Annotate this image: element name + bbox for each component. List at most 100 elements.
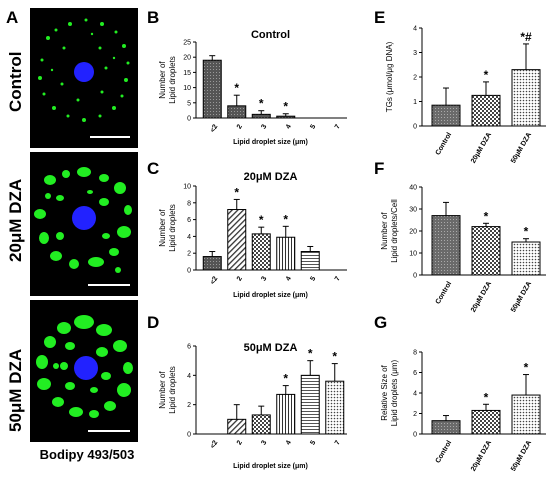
panel-letter-e: E: [374, 8, 386, 27]
chart-d-bar: [276, 393, 296, 435]
chart-f-significance: *: [524, 225, 529, 239]
chart-d-category-label: 5: [309, 439, 317, 446]
chart-c-bar: [227, 209, 247, 271]
chart-c-category-label: 3: [260, 275, 268, 282]
chart-f-ylabel: Lipid droplets/Cell: [390, 199, 399, 263]
panel-letter-f: F: [374, 159, 385, 178]
chart-g-ylabel: Relative Size of: [380, 364, 389, 420]
chart-d-title: 50μM DZA: [244, 342, 298, 354]
chart-b-significance: *: [234, 81, 239, 95]
chart-b-ytick-label: 0: [187, 116, 191, 123]
chart-c-ytick-label: 0: [187, 268, 191, 275]
chart-b-significance: *: [283, 100, 288, 114]
chart-d-category-label: 3: [260, 439, 268, 446]
chart-f-category-label: Control: [435, 280, 454, 305]
chart-e-ylabel: TGs (μmol/μg DNA): [385, 41, 394, 112]
panel-letter-b: B: [147, 8, 160, 27]
chart-b-bar: [276, 115, 296, 119]
chart-f-ylabel: Number of: [380, 212, 389, 250]
chart-c-category-label: 4: [285, 275, 293, 282]
chart-b-ytick-label: 15: [183, 70, 191, 77]
chart-b-bar: [251, 113, 271, 119]
chart-e-ytick-label: 3: [413, 50, 417, 57]
chart-f-ytick-label: 40: [409, 185, 417, 192]
panel-letter-a: A: [6, 8, 19, 27]
chart-d-ytick-label: 4: [187, 373, 191, 380]
chart-e-bar: [471, 94, 501, 127]
chart-e-bar: [511, 69, 541, 127]
chart-c-ytick-label: 10: [183, 184, 191, 191]
panel-letter-d: D: [147, 313, 160, 332]
chart-b-title: Control: [251, 29, 290, 41]
chart-g-ytick-label: 2: [413, 411, 417, 418]
chart-b-category-label: <2: [209, 123, 219, 134]
chart-e-ytick-label: 1: [413, 99, 417, 106]
chart-d-bar: [325, 380, 345, 435]
chart-f-bar: [471, 226, 501, 276]
chart-d-xlabel: Lipid droplet size (μm): [233, 463, 308, 470]
chart-c-ytick-label: 8: [187, 200, 191, 207]
chart-b-category-label: 4: [285, 123, 293, 130]
chart-e-significance: *: [484, 68, 489, 82]
chart-c-category-label: 2: [236, 275, 244, 282]
chart-d-category-label: <2: [209, 439, 219, 450]
chart-g-category-label: Control: [435, 439, 454, 464]
chart-e-bar: [431, 104, 461, 127]
chart-d-bar: [251, 414, 271, 435]
chart-f-ytick-label: 0: [413, 273, 417, 280]
micrograph-20um-dza: [30, 152, 138, 296]
chart-c-ylabel: Number of: [158, 209, 167, 247]
chart-d-ylabel: Lipid droplets: [168, 366, 177, 414]
chart-e-category-label: Control: [435, 131, 454, 156]
chart-c-xlabel: Lipid droplet size (μm): [233, 292, 308, 299]
chart-d-ytick-label: 2: [187, 402, 191, 409]
chart-b-ytick-label: 25: [183, 40, 191, 47]
chart-b-ytick-label: 5: [187, 100, 191, 107]
chart-d-significance: *: [332, 350, 337, 364]
chart-d-category-label: 7: [334, 439, 342, 446]
chart-c-significance: *: [283, 212, 288, 226]
chart-e-ytick-label: 4: [413, 26, 417, 33]
chart-g-category-label: 50μM DZA: [510, 440, 533, 473]
chart-d-bar: [300, 374, 320, 435]
chart-b-ytick-label: 20: [183, 55, 191, 62]
chart-b-bar: [227, 105, 247, 119]
chart-g-bar: [431, 420, 461, 435]
panel-letter-c: C: [147, 159, 160, 178]
chart-g-ytick-label: 8: [413, 350, 417, 357]
chart-b-ylabel: Lipid droplets: [168, 56, 177, 104]
chart-f-bar: [431, 215, 461, 276]
chart-g-significance: *: [524, 361, 529, 375]
chart-b-ylabel: Number of: [158, 61, 167, 99]
chart-e-ytick-label: 2: [413, 75, 417, 82]
chart-f-ytick-label: 10: [409, 251, 417, 258]
chart-d-ytick-label: 6: [187, 344, 191, 351]
chart-c-bar: [202, 256, 222, 271]
chart-c-ytick-label: 2: [187, 251, 191, 258]
chart-g-ytick-label: 0: [413, 432, 417, 439]
chart-f-category-label: 50μM DZA: [510, 281, 533, 314]
micrograph-control-image: [38, 18, 130, 138]
chart-e-significance: *#: [520, 30, 532, 44]
chart-e-category-label: 50μM DZA: [510, 132, 533, 165]
micrograph-50um-dza-image: [36, 315, 133, 432]
micrograph-control: [30, 8, 138, 148]
chart-d-significance: *: [283, 372, 288, 386]
chart-b-xlabel: Lipid droplet size (μm): [233, 139, 308, 146]
chart-g-bar: [471, 409, 501, 435]
chart-e-category-label: 20μM DZA: [470, 132, 493, 165]
chart-g-category-label: 20μM DZA: [470, 440, 493, 473]
chart-c-category-label: <2: [209, 275, 219, 286]
chart-g-ytick-label: 6: [413, 370, 417, 377]
chart-b-category-label: 5: [309, 123, 317, 130]
chart-c-significance: *: [234, 185, 239, 199]
chart-f-category-label: 20μM DZA: [470, 281, 493, 314]
chart-d-category-label: 4: [285, 439, 293, 446]
chart-b-significance: *: [259, 97, 264, 111]
chart-f-ytick-label: 20: [409, 229, 417, 236]
chart-c-significance: *: [259, 213, 264, 227]
chart-c-bar: [276, 236, 296, 271]
panel-letter-g: G: [374, 313, 388, 332]
stain-label: Bodipy 493/503: [39, 447, 135, 462]
